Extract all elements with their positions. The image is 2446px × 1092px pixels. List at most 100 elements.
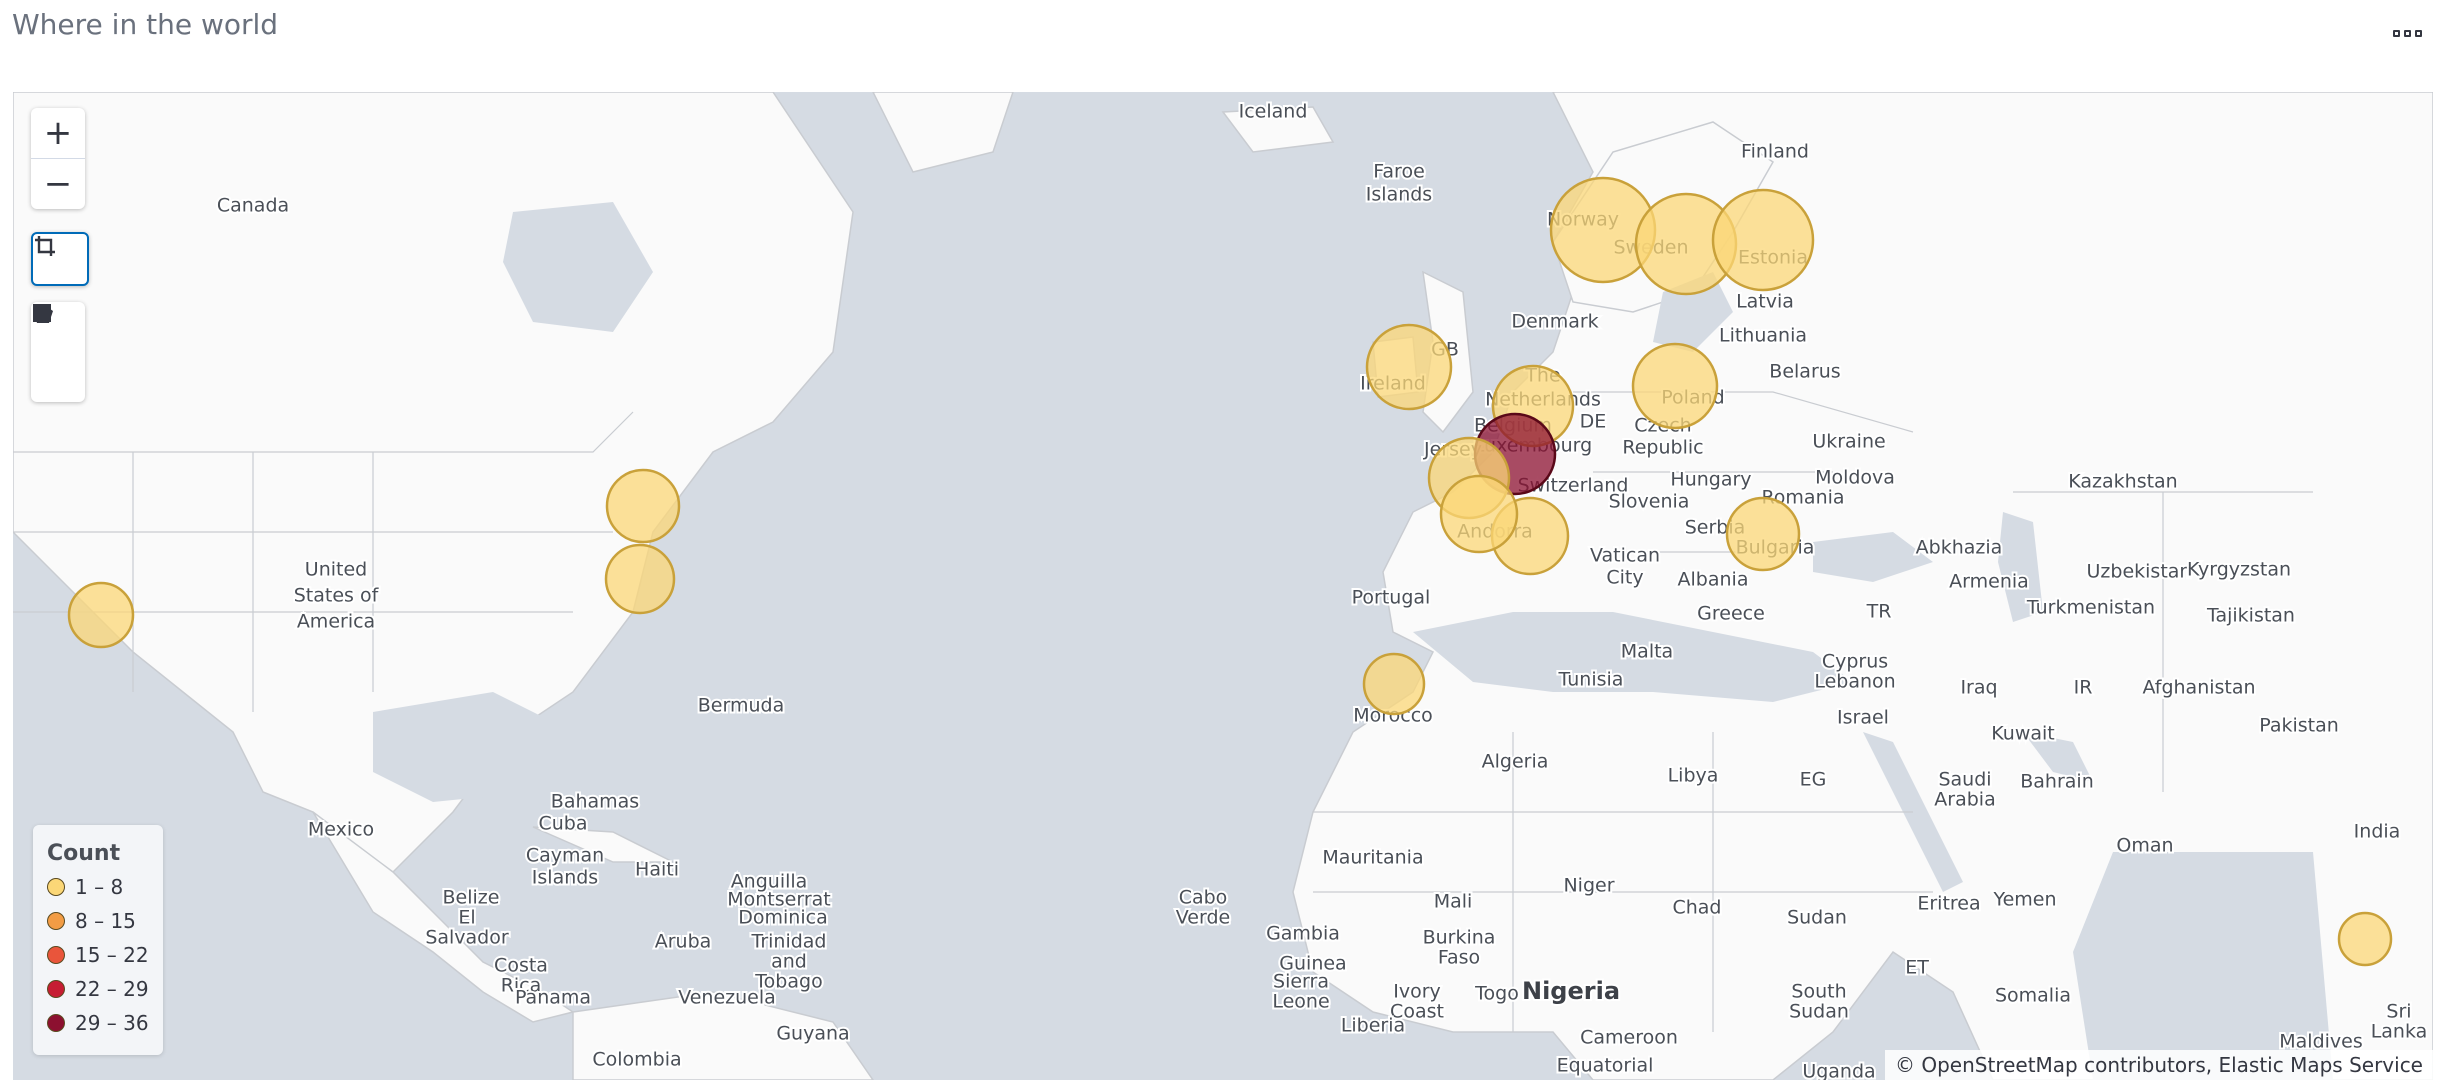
map-place-label: Belarus (1769, 361, 1840, 383)
map-bubble[interactable] (1725, 496, 1801, 572)
legend-swatch (47, 1014, 65, 1032)
map-place-label: Moldova (1815, 467, 1895, 489)
map-attribution: © OpenStreetMap contributors, Elastic Ma… (1885, 1050, 2433, 1080)
draw-bounds-button[interactable] (31, 304, 85, 402)
osm-attribution-link[interactable]: © OpenStreetMap (1895, 1053, 2078, 1077)
map-canvas[interactable]: IcelandFaroeIslandsCanadaFinlandNorwaySw… (13, 92, 2433, 1080)
map-place-label: Aruba (655, 931, 712, 953)
map-place-label: South (1791, 981, 1846, 1003)
map-place-label: Eritrea (1917, 893, 1980, 915)
map-place-label: Montserrat (727, 889, 830, 911)
map-place-label: Lithuania (1719, 325, 1807, 347)
map-place-label: Slovenia (1609, 491, 1690, 513)
map-bubble[interactable] (1439, 474, 1519, 554)
map-bubble[interactable] (1365, 323, 1453, 411)
panel-options-button[interactable] (2389, 26, 2426, 41)
map-place-label: Belize (443, 887, 500, 909)
map-place-label: Bermuda (698, 695, 784, 717)
map-place-label: Tunisia (1558, 669, 1624, 691)
water-layer (373, 202, 2333, 1080)
fit-to-data-button[interactable] (33, 234, 87, 284)
map-place-label: El (458, 907, 475, 929)
zoom-controls: + − (31, 108, 85, 209)
map-place-label: Cabo (1179, 887, 1228, 909)
map-place-label: DE (1580, 411, 1607, 433)
water-mediterranean (1413, 612, 1853, 702)
map-place-label: Cayman (526, 845, 604, 867)
legend-label: 8 – 15 (75, 909, 136, 933)
map-place-label: ET (1905, 957, 1929, 979)
map-place-label: Greece (1697, 603, 1765, 625)
map-place-label: IR (2074, 677, 2093, 699)
map-place-label: Togo (1474, 983, 1519, 1005)
map-bubble[interactable] (605, 468, 681, 544)
map-place-label: Liberia (1341, 1015, 1405, 1037)
zoom-in-button[interactable]: + (43, 113, 73, 153)
legend-item: 1 – 8 (47, 870, 149, 904)
map-place-label: Finland (1741, 141, 1809, 163)
map-place-label: Ivory (1393, 981, 1441, 1003)
legend-item: 29 – 36 (47, 1006, 149, 1040)
legend-swatch (47, 980, 65, 998)
map-place-label: Portugal (1352, 587, 1431, 609)
map-place-label: Dominica (738, 907, 827, 929)
map-place-label: States of (294, 585, 380, 607)
map-place-label: Afghanistan (2142, 677, 2255, 699)
map-place-label: Uganda (1802, 1061, 1875, 1081)
map-bubble[interactable] (2337, 911, 2393, 967)
map-place-label: Venezuela (678, 987, 776, 1009)
rectangle-icon (33, 304, 51, 322)
map-place-label: Iceland (1239, 101, 1308, 123)
map-bubble[interactable] (604, 543, 676, 615)
map-place-label: Sudan (1789, 1001, 1849, 1023)
map-place-label: Ukraine (1812, 431, 1885, 453)
map-place-label: Lanka (2371, 1021, 2428, 1043)
map-place-label: Costa (494, 955, 548, 977)
map-place-label: Lebanon (1814, 671, 1895, 693)
map-place-label: Kuwait (1991, 723, 2054, 745)
map-place-label: Denmark (1511, 311, 1598, 333)
zoom-out-button[interactable]: − (43, 164, 73, 204)
map-place-label: Malta (1621, 641, 1673, 663)
land-greenland (872, 92, 1014, 173)
ems-attribution-link[interactable]: Elastic Maps Service (2218, 1053, 2423, 1077)
map-bubble[interactable] (67, 581, 135, 649)
map-place-label: Mexico (308, 819, 374, 841)
map-bubbles[interactable] (67, 176, 2393, 967)
map-legend: Count 1 – 8 8 – 15 15 – 22 22 – 29 29 – … (33, 825, 163, 1055)
map-place-label: Cyprus (1822, 651, 1888, 673)
map-place-label: Somalia (1995, 985, 2071, 1007)
map-place-label: Algeria (1482, 751, 1549, 773)
zoom-divider (31, 158, 85, 159)
map-place-label: Republic (1622, 437, 1703, 459)
map-place-label: Colombia (592, 1049, 681, 1071)
map-place-label: Sri (2386, 1001, 2411, 1023)
map-place-label: Haiti (635, 859, 679, 881)
legend-label: 22 – 29 (75, 977, 149, 1001)
map-place-label: Tobago (754, 971, 822, 993)
legend-item: 8 – 15 (47, 904, 149, 938)
border-layer (13, 391, 2313, 1032)
map-place-label: and (771, 951, 807, 973)
map-bubble[interactable] (1362, 652, 1426, 716)
legend-item: 22 – 29 (47, 972, 149, 1006)
legend-label: 1 – 8 (75, 875, 124, 899)
map-place-label: Canada (217, 195, 289, 217)
map-bubble[interactable] (1631, 342, 1719, 430)
map-place-label: Coast (1390, 1001, 1444, 1023)
map-place-label: Guinea (1279, 953, 1346, 975)
legend-swatch (47, 946, 65, 964)
map-place-label: United (305, 559, 367, 581)
map-place-label: Iraq (1960, 677, 1997, 699)
legend-swatch (47, 878, 65, 896)
map-place-label: Mauritania (1322, 847, 1423, 869)
map-place-label: America (297, 611, 375, 633)
map-place-label: Faroe (1373, 161, 1425, 183)
map-place-label: TR (1866, 601, 1892, 623)
map-place-label: City (1606, 567, 1643, 589)
map-place-label: Bahamas (551, 791, 639, 813)
map-place-label: Mali (1434, 891, 1473, 913)
map-place-label: Sudan (1787, 907, 1847, 929)
map-bubble[interactable] (1711, 188, 1815, 292)
map-place-label: Panama (515, 987, 591, 1009)
